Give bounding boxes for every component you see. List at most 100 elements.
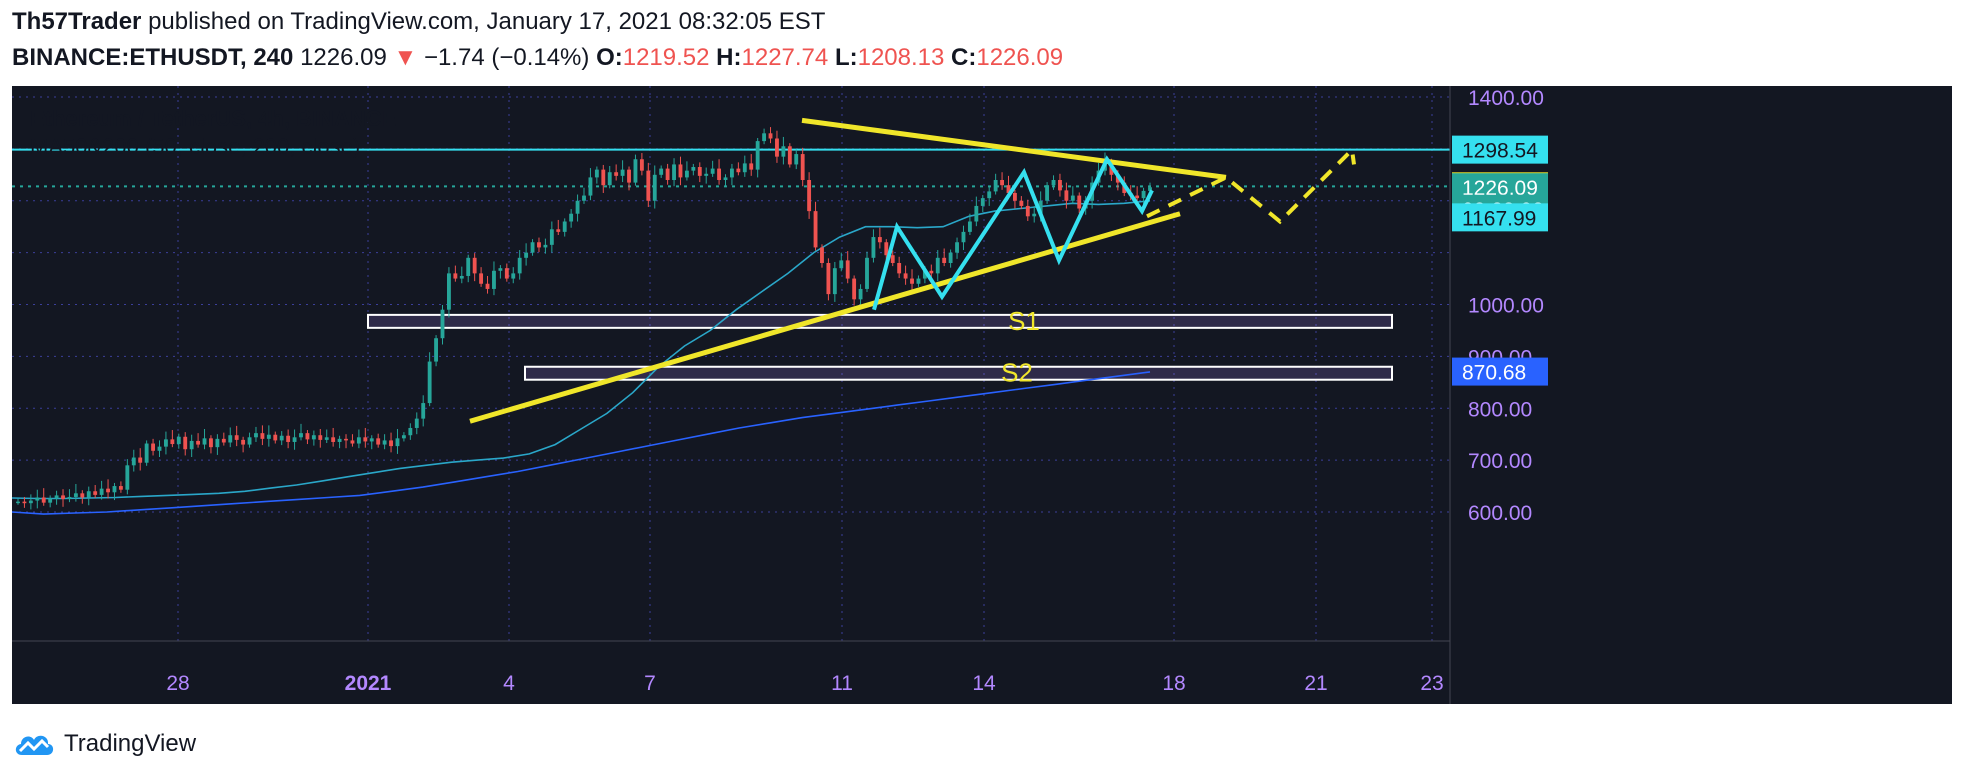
candle-body [987, 191, 992, 199]
down-triangle-icon: ▼ [393, 44, 418, 71]
x-tick-label: 18 [1162, 672, 1185, 695]
candle-body [414, 418, 419, 428]
legend-indicator: MA50&200 (50, close, 200, close) [30, 134, 360, 159]
candle-body [910, 278, 914, 284]
candle-body [852, 278, 857, 300]
candle-body [749, 163, 754, 170]
candle-body [755, 141, 760, 170]
candle-body [401, 435, 406, 439]
low-value: 1208.13 [857, 44, 945, 71]
candle-body [434, 338, 438, 362]
candle-body [704, 173, 709, 176]
candle-body [376, 438, 381, 445]
candle-body [897, 263, 902, 274]
candle-body [929, 270, 934, 274]
candle-body [775, 138, 779, 157]
candle-body [1064, 190, 1069, 201]
publish-header: Th57Trader published on TradingView.com,… [12, 8, 825, 36]
candle-body [472, 257, 477, 274]
candle-body [601, 169, 606, 186]
candle-body [665, 168, 670, 180]
candle-body [318, 435, 323, 440]
candle-body [659, 168, 664, 175]
candle-body [1019, 200, 1024, 206]
candle-body [292, 437, 297, 442]
candle-body [389, 440, 393, 447]
price-axis[interactable]: 1400.001000.00900.00800.00700.00600.0012… [1449, 86, 1548, 704]
candle-body [1032, 213, 1037, 217]
candle-body [479, 273, 484, 284]
candle-body [28, 500, 33, 504]
candle-body [980, 198, 985, 206]
candle-body [363, 437, 368, 442]
candle-body [35, 497, 40, 501]
candles [16, 127, 1152, 510]
candle-body [646, 170, 651, 201]
candle-body [125, 465, 130, 490]
time-axis[interactable]: 28 2021 4 7 11 14 18 21 23 [12, 640, 1450, 695]
candle-body [1038, 200, 1043, 214]
candle-body [1025, 205, 1030, 217]
zone-s1 [367, 313, 1393, 329]
candle-body [1045, 185, 1050, 201]
candle-body [993, 180, 998, 192]
candle-body [691, 167, 696, 171]
candle-body [787, 146, 792, 165]
candle-body [974, 205, 979, 222]
candle-body [633, 159, 638, 183]
candle-body [93, 491, 98, 495]
low-label: L: [834, 44, 858, 71]
candle-body [54, 495, 59, 499]
candle-body [86, 491, 91, 498]
footer: TradingView [12, 724, 196, 764]
candle-body [607, 172, 612, 186]
x-tick-label: 28 [166, 672, 189, 695]
candle-body [684, 170, 689, 178]
author-name[interactable]: Th57Trader [12, 8, 142, 35]
candle-body [537, 242, 541, 248]
candle-body [839, 260, 844, 269]
candle-body [865, 257, 869, 289]
candle-body [594, 169, 599, 178]
candle-body [588, 177, 593, 196]
chart-background [12, 86, 1952, 704]
ma200-line [11, 371, 1151, 515]
candle-body [504, 268, 509, 279]
candle-body [736, 168, 741, 173]
candle-body [498, 268, 503, 271]
tradingview-cloud-icon [15, 735, 54, 755]
candle-body [832, 268, 837, 295]
candle-body [627, 169, 631, 183]
candle-body [1000, 180, 1004, 186]
candle-body [151, 443, 155, 451]
candle-body [556, 229, 561, 232]
candle-body [247, 437, 252, 445]
published-text: published on TradingView.com, January 17… [148, 8, 826, 35]
candle-body [639, 159, 644, 171]
candle-body [337, 438, 342, 442]
candle-body [517, 257, 522, 274]
candle-body [1070, 195, 1075, 201]
candle-body [768, 133, 773, 139]
candle-body [241, 439, 246, 445]
candle-body [485, 283, 490, 289]
price-label: 1298.54 [1462, 140, 1538, 163]
price-label: 1226.09 [1462, 177, 1538, 200]
candle-body [106, 488, 110, 493]
candle-body [421, 403, 426, 419]
candle-body [871, 237, 876, 258]
candle-body [794, 154, 799, 165]
candle-body [781, 146, 786, 157]
trend-drawings [469, 117, 1356, 424]
candle-body [800, 154, 805, 180]
tradingview-logo-text[interactable]: TradingView [64, 730, 197, 757]
last-price: 1226.09 [300, 44, 387, 71]
candle-body [196, 440, 201, 445]
candle-body [427, 361, 432, 404]
candle-body [279, 435, 284, 441]
candle-body [890, 255, 895, 263]
zone-label-s2: S2 [1001, 358, 1033, 388]
candle-body [440, 309, 445, 339]
